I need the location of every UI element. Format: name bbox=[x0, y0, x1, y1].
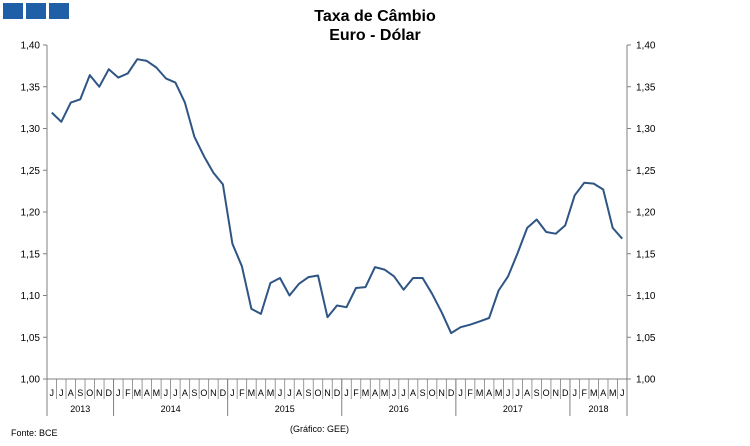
chart-credit: (Gráfico: GEE) bbox=[290, 424, 350, 434]
x-tick-label-month: M bbox=[248, 388, 256, 398]
x-tick-label-month: A bbox=[372, 388, 378, 398]
x-tick-label-month: J bbox=[515, 388, 520, 398]
y-tick-label-right: 1,40 bbox=[636, 41, 656, 52]
x-tick-label-month: D bbox=[448, 388, 455, 398]
x-tick-label-month: D bbox=[106, 388, 113, 398]
x-tick-label-month: J bbox=[164, 388, 169, 398]
y-tick-label-left: 1,00 bbox=[21, 375, 41, 386]
y-tick-label-right: 1,30 bbox=[636, 124, 656, 135]
x-tick-label-month: J bbox=[506, 388, 511, 398]
x-tick-label-month: A bbox=[182, 388, 188, 398]
y-tick-label-left: 1,10 bbox=[21, 291, 41, 302]
x-tick-label-month: J bbox=[572, 388, 577, 398]
y-tick-label-left: 1,05 bbox=[21, 333, 41, 344]
x-tick-label-month: O bbox=[86, 388, 93, 398]
source-note: Fonte: BCE bbox=[11, 428, 58, 438]
x-tick-label-month: A bbox=[144, 388, 150, 398]
x-tick-label-month: O bbox=[429, 388, 436, 398]
x-tick-label-month: F bbox=[353, 388, 359, 398]
y-tick-label-left: 1,35 bbox=[21, 82, 41, 93]
x-tick-label-year: 2017 bbox=[503, 404, 523, 414]
x-tick-label-month: D bbox=[220, 388, 227, 398]
x-tick-label-year: 2016 bbox=[389, 404, 409, 414]
y-tick-label-right: 1,00 bbox=[636, 375, 656, 386]
x-tick-label-month: D bbox=[334, 388, 341, 398]
x-tick-label-year: 2015 bbox=[275, 404, 295, 414]
x-tick-label-month: M bbox=[362, 388, 370, 398]
x-tick-label-month: M bbox=[495, 388, 503, 398]
y-tick-label-right: 1,25 bbox=[636, 166, 656, 177]
x-tick-label-month: F bbox=[125, 388, 131, 398]
x-tick-label-month: J bbox=[344, 388, 349, 398]
x-tick-label-month: S bbox=[305, 388, 311, 398]
x-tick-label-month: J bbox=[392, 388, 397, 398]
x-tick-label-month: F bbox=[581, 388, 587, 398]
y-tick-label-right: 1,10 bbox=[636, 291, 656, 302]
x-tick-label-month: M bbox=[134, 388, 142, 398]
x-tick-label-month: N bbox=[552, 388, 559, 398]
x-tick-label-month: J bbox=[230, 388, 235, 398]
x-tick-label-month: M bbox=[267, 388, 275, 398]
x-tick-label-month: A bbox=[68, 388, 74, 398]
x-tick-label-month: N bbox=[324, 388, 331, 398]
y-tick-label-left: 1,25 bbox=[21, 166, 41, 177]
x-tick-label-month: F bbox=[467, 388, 473, 398]
x-tick-label-month: D bbox=[562, 388, 569, 398]
logo-square bbox=[3, 3, 23, 19]
x-tick-label-month: J bbox=[458, 388, 463, 398]
x-tick-label-month: S bbox=[77, 388, 83, 398]
y-tick-label-left: 1,20 bbox=[21, 208, 41, 219]
x-tick-label-month: S bbox=[534, 388, 540, 398]
x-tick-label-month: A bbox=[486, 388, 492, 398]
x-tick-label-month: A bbox=[524, 388, 530, 398]
y-tick-label-right: 1,20 bbox=[636, 208, 656, 219]
y-tick-label-left: 1,30 bbox=[21, 124, 41, 135]
x-tick-label-month: J bbox=[59, 388, 64, 398]
y-tick-label-right: 1,05 bbox=[636, 333, 656, 344]
x-tick-label-month: M bbox=[153, 388, 161, 398]
x-tick-label-month: A bbox=[258, 388, 264, 398]
x-tick-label-month: J bbox=[173, 388, 178, 398]
x-tick-label-year: 2014 bbox=[161, 404, 181, 414]
x-tick-label-month: A bbox=[600, 388, 606, 398]
logo bbox=[3, 3, 69, 19]
x-tick-label-month: O bbox=[314, 388, 321, 398]
x-tick-label-month: J bbox=[278, 388, 283, 398]
y-tick-label-left: 1,15 bbox=[21, 249, 41, 260]
logo-square bbox=[26, 3, 46, 19]
x-tick-label-month: O bbox=[543, 388, 550, 398]
chart-subtitle: Euro - Dólar bbox=[329, 27, 421, 44]
x-tick-label-month: J bbox=[50, 388, 55, 398]
x-tick-label-month: M bbox=[381, 388, 389, 398]
x-tick-label-month: A bbox=[296, 388, 302, 398]
chart-title: Taxa de Câmbio bbox=[314, 8, 436, 25]
x-tick-label-month: J bbox=[620, 388, 625, 398]
y-tick-label-right: 1,15 bbox=[636, 249, 656, 260]
x-tick-label-month: S bbox=[420, 388, 426, 398]
series-line-euro-dollar bbox=[51, 58, 623, 335]
x-tick-label-month: M bbox=[476, 388, 484, 398]
x-tick-label-month: A bbox=[410, 388, 416, 398]
x-tick-label-month: F bbox=[239, 388, 245, 398]
x-tick-label-month: M bbox=[609, 388, 617, 398]
x-tick-label-month: N bbox=[438, 388, 445, 398]
x-tick-label-year: 2018 bbox=[588, 404, 608, 414]
x-tick-label-month: N bbox=[210, 388, 217, 398]
x-tick-label-month: M bbox=[590, 388, 598, 398]
y-tick-label-left: 1,40 bbox=[21, 41, 41, 52]
x-tick-label-year: 2013 bbox=[70, 404, 90, 414]
x-tick-label-month: J bbox=[401, 388, 406, 398]
x-tick-label-month: J bbox=[287, 388, 292, 398]
x-tick-label-month: N bbox=[96, 388, 103, 398]
logo-square bbox=[49, 3, 69, 19]
x-tick-label-month: O bbox=[200, 388, 207, 398]
y-tick-label-right: 1,35 bbox=[636, 82, 656, 93]
x-tick-label-month: S bbox=[191, 388, 197, 398]
x-tick-label-month: J bbox=[116, 388, 121, 398]
